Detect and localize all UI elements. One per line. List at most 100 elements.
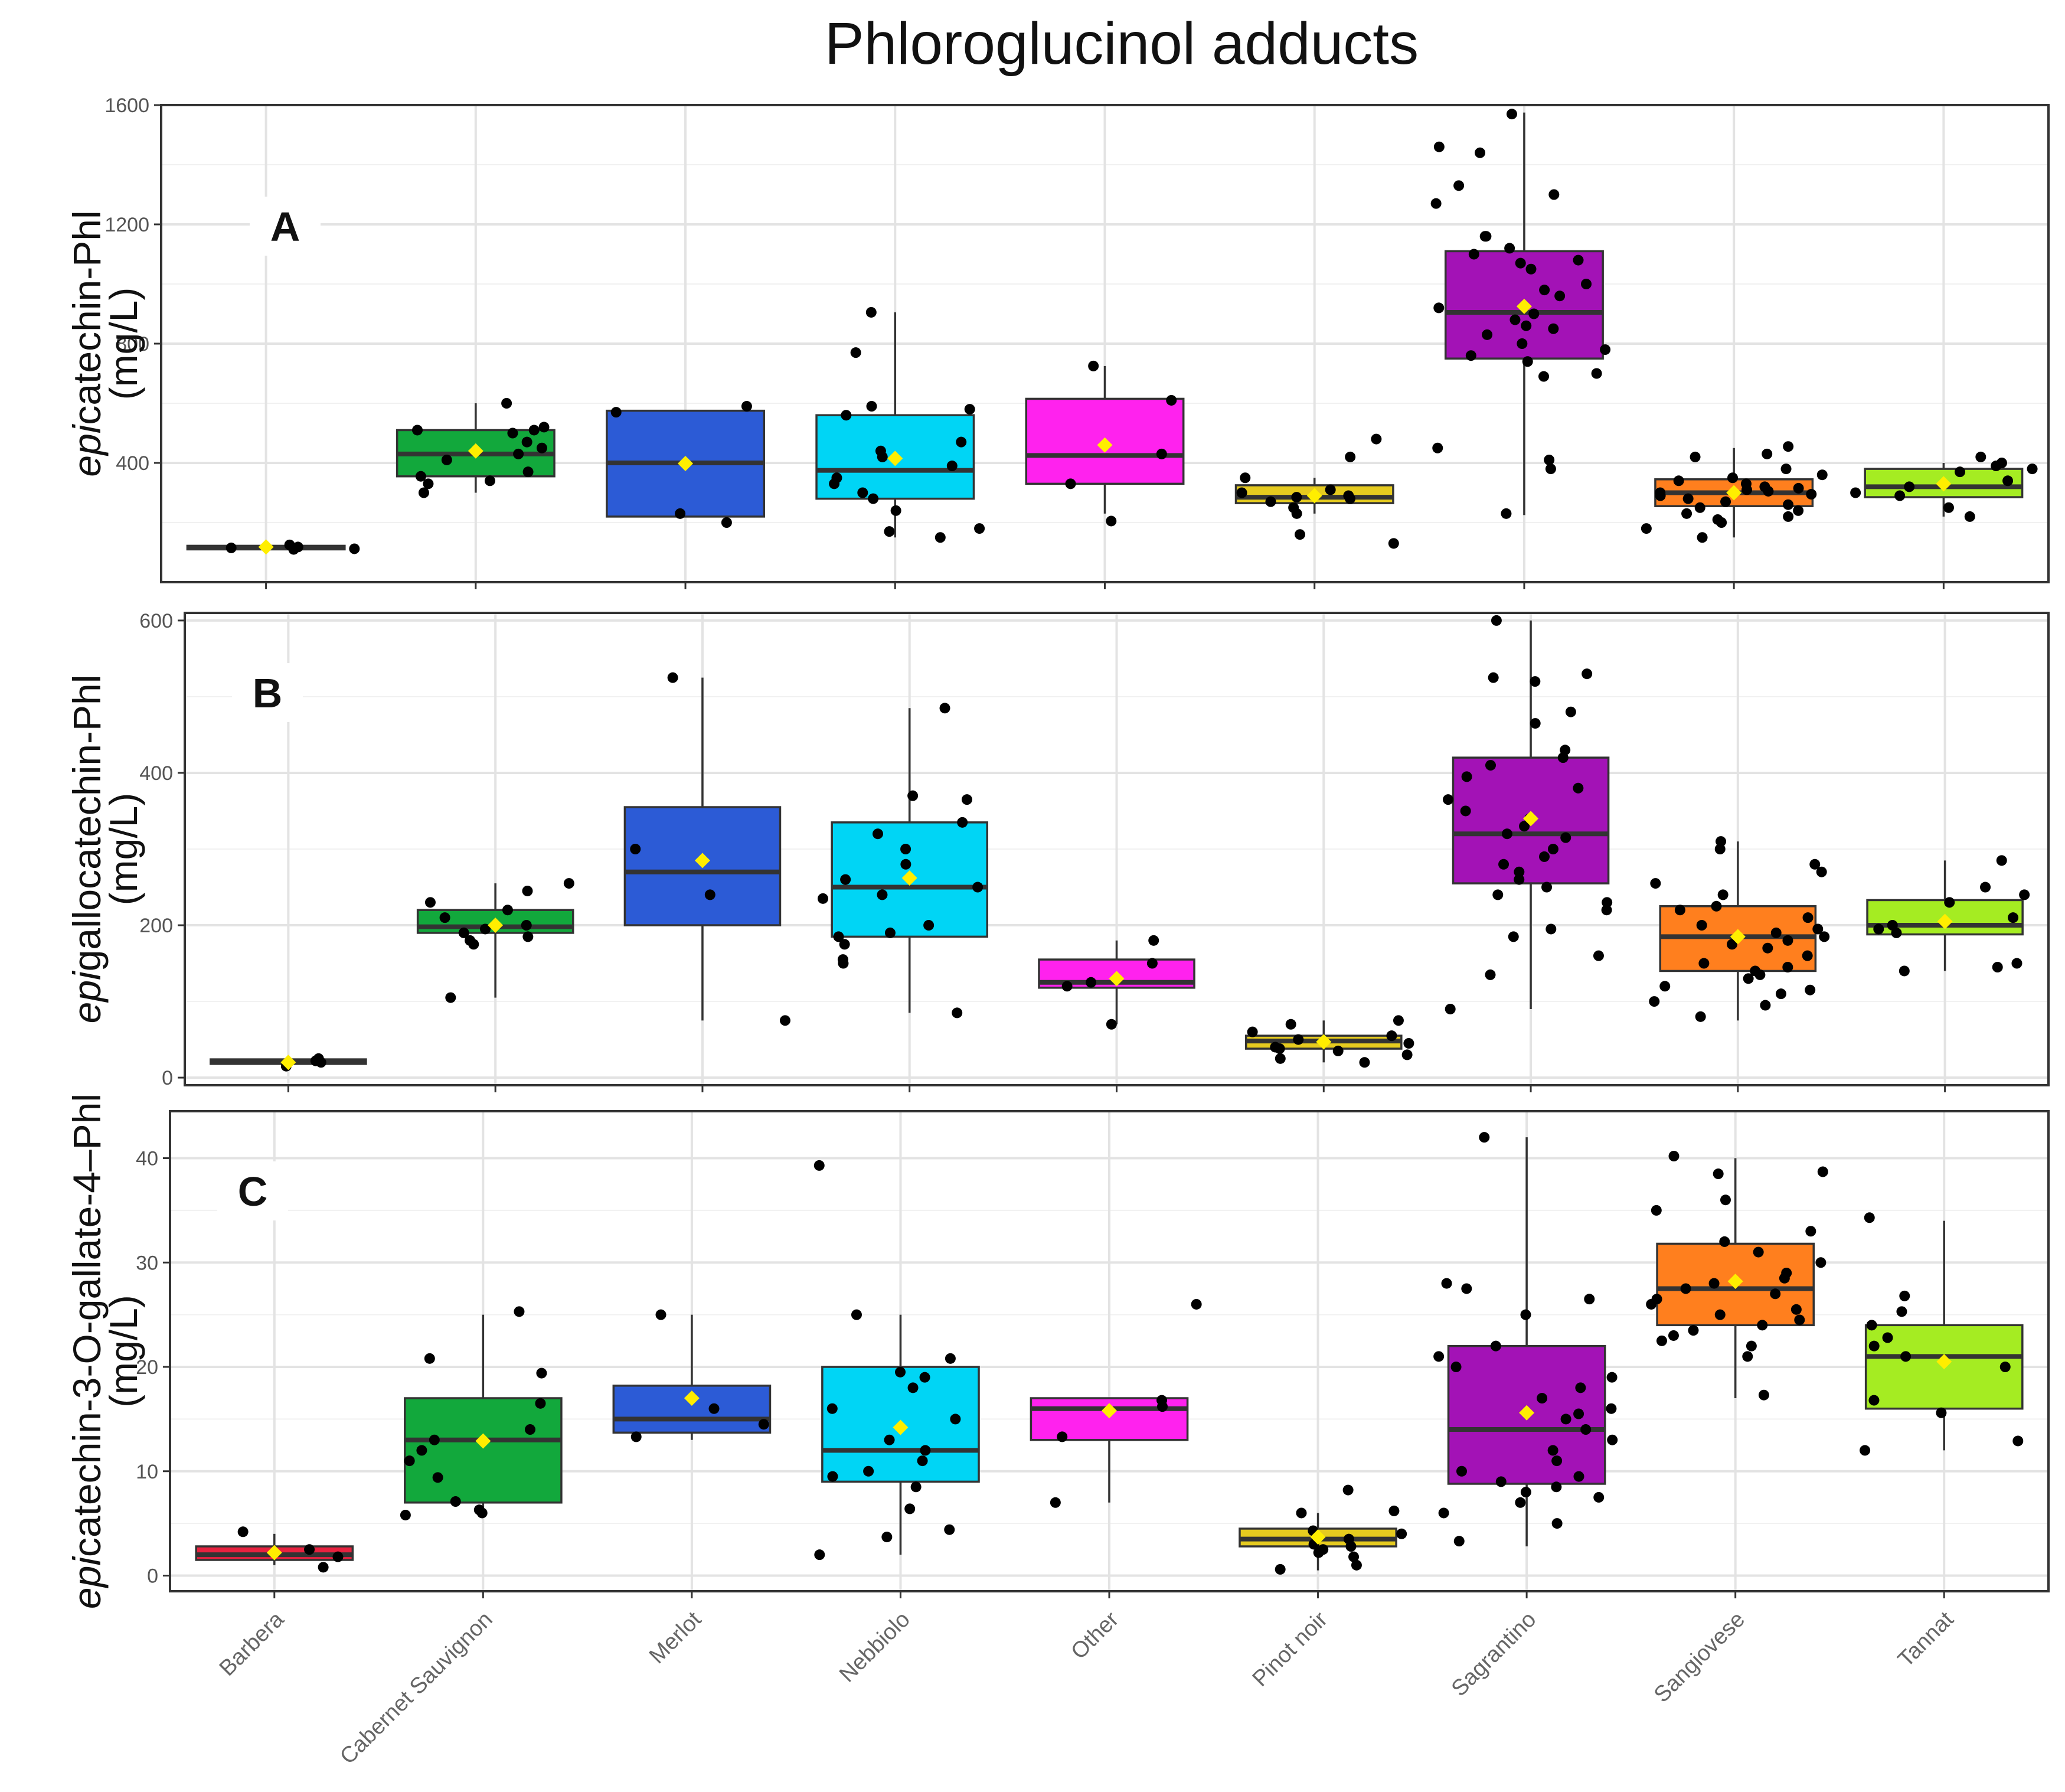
box-pinot-noir — [1234, 433, 1399, 549]
data-point — [521, 436, 532, 448]
data-point — [1430, 198, 1442, 209]
data-point — [1720, 496, 1731, 507]
data-point — [2012, 1435, 2024, 1447]
data-point — [1106, 1019, 1117, 1030]
data-point — [1295, 529, 1306, 540]
data-point — [1547, 1445, 1558, 1456]
data-point — [1782, 962, 1793, 972]
data-point — [935, 532, 946, 543]
data-point — [536, 1367, 547, 1379]
box-nebbiolo — [815, 306, 985, 543]
data-point — [1492, 889, 1504, 900]
data-point — [1388, 1505, 1400, 1516]
data-point — [721, 517, 732, 528]
y-tick-label: 20 — [136, 1356, 158, 1379]
data-point — [292, 541, 303, 553]
plot-root: 40080012001600Aepicatechin-Phl(mg/L)0200… — [65, 94, 2050, 1769]
y-tick-label: 1200 — [104, 214, 149, 236]
data-point — [910, 1481, 922, 1493]
data-point — [429, 1434, 440, 1445]
data-point — [950, 1414, 961, 1425]
data-point — [1882, 1332, 1893, 1343]
data-point — [758, 1419, 769, 1430]
data-point — [400, 1509, 411, 1520]
mean-marker — [678, 456, 694, 472]
data-point — [468, 939, 479, 950]
data-point — [1860, 1445, 1871, 1456]
data-point — [904, 1503, 916, 1514]
data-point — [838, 958, 849, 969]
data-point — [1868, 1340, 1880, 1352]
y-axis-units: (mg/L) — [102, 793, 145, 906]
data-point — [1393, 1015, 1404, 1026]
data-point — [2019, 889, 2030, 900]
data-point — [1057, 1431, 1068, 1442]
data-point — [1291, 508, 1302, 519]
data-point — [1461, 771, 1472, 782]
data-point — [1695, 1011, 1706, 1022]
mean-marker — [475, 1433, 491, 1449]
data-point — [1783, 441, 1794, 452]
data-point — [1757, 1320, 1768, 1331]
data-point — [1050, 1497, 1061, 1508]
data-point — [1891, 927, 1902, 938]
data-point — [1996, 855, 2007, 866]
data-point — [1521, 320, 1532, 331]
data-point — [630, 1431, 642, 1442]
y-tick-label: 400 — [116, 452, 149, 475]
y-axis-title: epicatechin-3-O-gallate-4–Phl — [65, 1094, 109, 1609]
data-point — [1345, 493, 1356, 504]
mean-marker — [1937, 913, 1953, 929]
y-tick-label: 1600 — [104, 94, 149, 117]
data-point — [1868, 1395, 1880, 1406]
data-point — [1351, 1559, 1362, 1571]
data-point — [1433, 1351, 1445, 1362]
y-tick-label: 10 — [136, 1461, 158, 1483]
data-point — [1656, 1335, 1667, 1346]
data-point — [1936, 1407, 1947, 1418]
box-merlot — [606, 401, 766, 528]
data-point — [1191, 1298, 1202, 1310]
data-point — [1088, 360, 1099, 371]
data-point — [1482, 329, 1493, 340]
data-point — [1682, 493, 1694, 504]
data-point — [480, 923, 491, 935]
y-tick-label: 0 — [147, 1565, 158, 1587]
data-point — [1541, 882, 1553, 893]
box-cabernet-sauvignon — [400, 1306, 563, 1520]
data-point — [1325, 484, 1336, 495]
data-point — [1537, 1393, 1548, 1404]
data-point — [1780, 463, 1792, 475]
data-point — [1650, 878, 1661, 889]
data-point — [1565, 706, 1576, 717]
data-point — [1293, 1034, 1304, 1045]
data-point — [1573, 1471, 1584, 1482]
box-barbera — [210, 1053, 367, 1072]
box-sangiovese — [1646, 1150, 1828, 1401]
y-axis-title-italic: epi — [65, 423, 109, 476]
data-point — [1148, 935, 1159, 946]
data-point — [1593, 1491, 1605, 1503]
data-point — [1551, 1481, 1562, 1493]
data-point — [655, 1309, 666, 1320]
data-point — [1514, 874, 1525, 885]
data-point — [1964, 511, 1975, 522]
data-point — [866, 401, 877, 412]
data-point — [1696, 920, 1707, 931]
data-point — [1443, 794, 1454, 805]
box-pinot-noir — [1244, 1015, 1414, 1068]
data-point — [1819, 931, 1830, 942]
y-axis-title-italic: epi — [65, 970, 109, 1023]
data-point — [1805, 1226, 1816, 1237]
data-point — [1866, 1320, 1877, 1331]
data-point — [1783, 499, 1794, 510]
mean-marker — [901, 870, 917, 886]
data-point — [868, 493, 879, 504]
data-point — [1332, 1045, 1344, 1056]
data-point — [964, 404, 975, 415]
data-point — [1517, 338, 1528, 349]
data-point — [1485, 760, 1496, 771]
data-point — [1460, 805, 1471, 817]
data-point — [1240, 472, 1251, 484]
data-point — [304, 1544, 315, 1555]
